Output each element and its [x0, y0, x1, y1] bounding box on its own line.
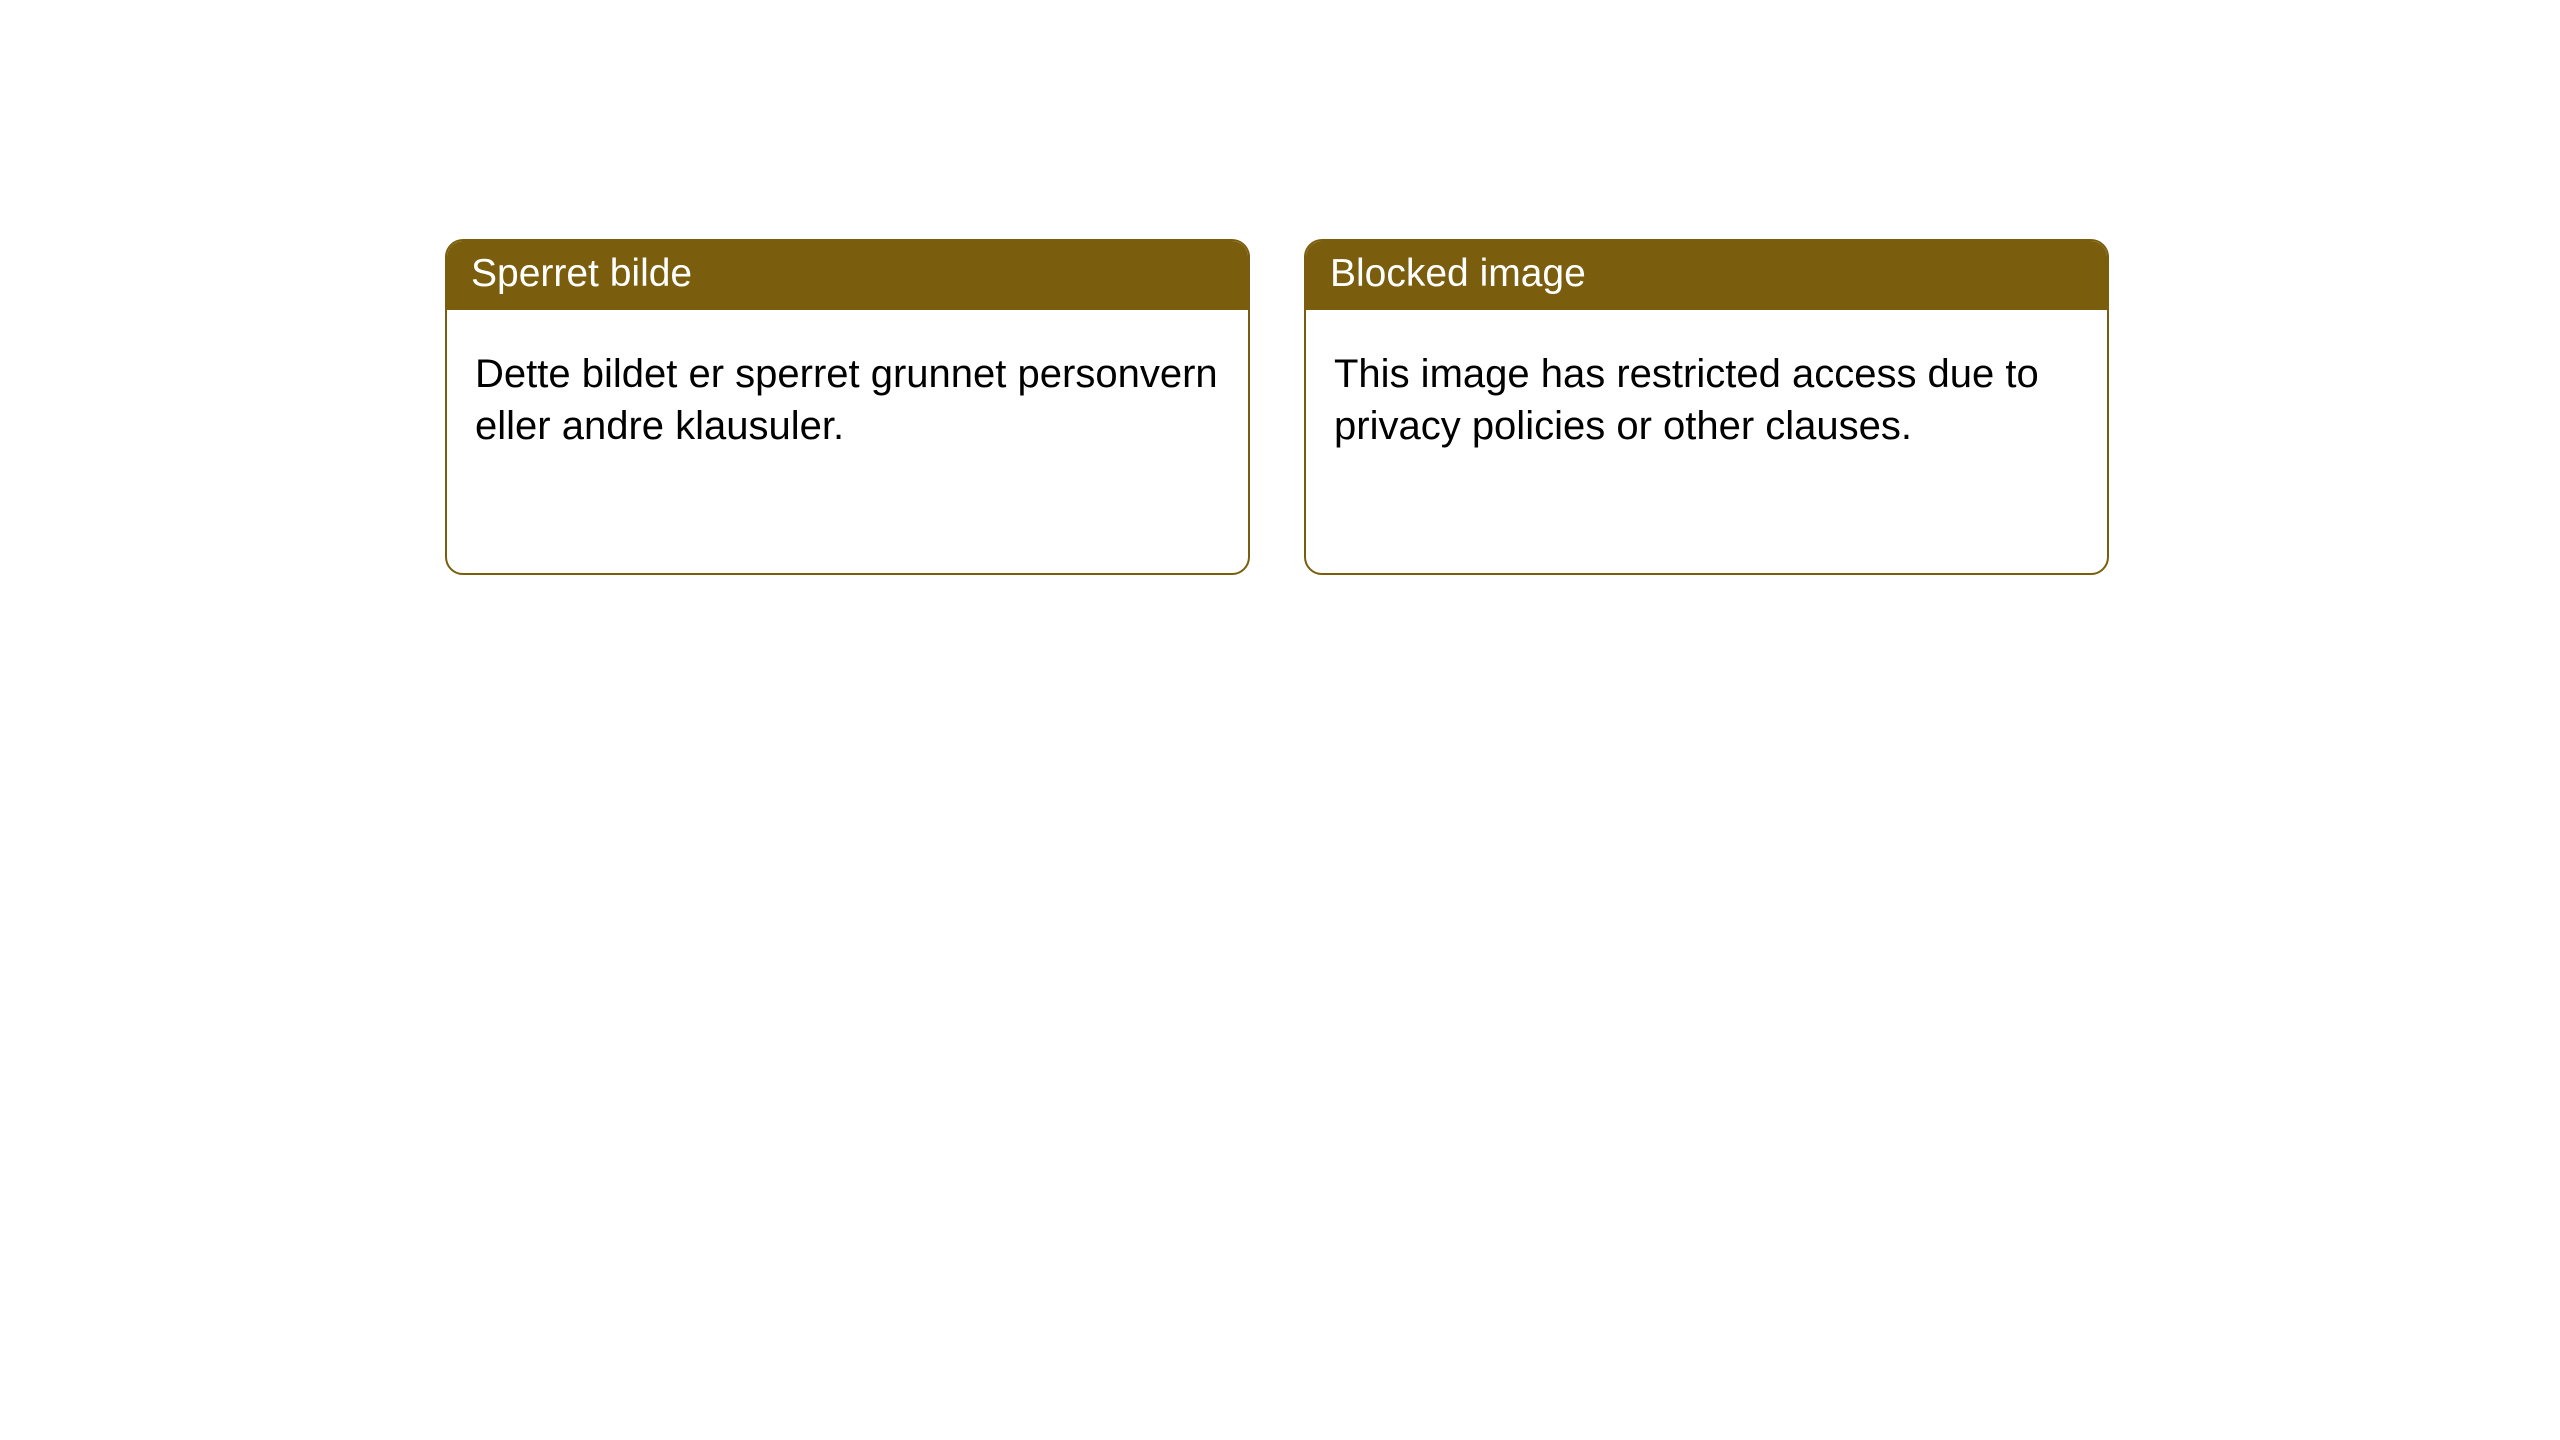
notice-header-norwegian: Sperret bilde	[447, 241, 1248, 310]
notice-header-english: Blocked image	[1306, 241, 2107, 310]
notice-body-english: This image has restricted access due to …	[1306, 310, 2107, 490]
notice-card-english: Blocked image This image has restricted …	[1304, 239, 2109, 575]
notice-card-norwegian: Sperret bilde Dette bildet er sperret gr…	[445, 239, 1250, 575]
notice-container: Sperret bilde Dette bildet er sperret gr…	[0, 0, 2560, 575]
notice-body-norwegian: Dette bildet er sperret grunnet personve…	[447, 310, 1248, 490]
